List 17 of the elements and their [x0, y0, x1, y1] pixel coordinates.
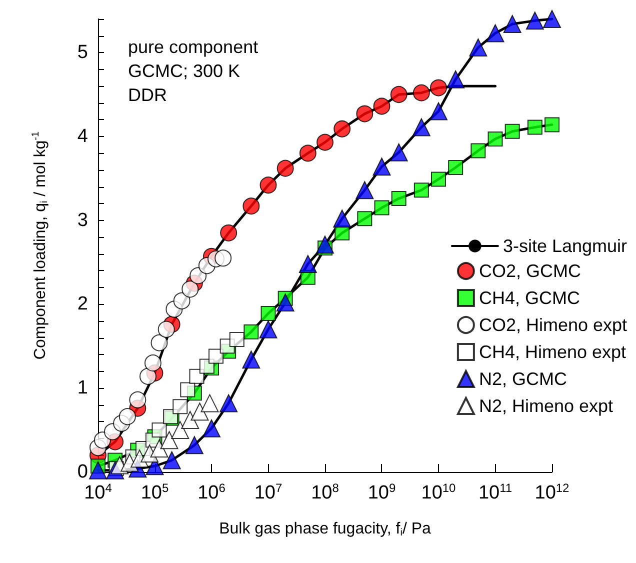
y-tick-label: 4 — [77, 126, 88, 147]
y-tick-label: 3 — [77, 210, 88, 231]
y-tick-label: 5 — [77, 42, 88, 64]
legend-label: CH4, GCMC — [478, 288, 580, 308]
legend-label: N2, Himeno expt — [478, 396, 613, 416]
y-tick-label: 0 — [77, 462, 88, 482]
y-axis-title: Component loading, qi / mol kg-1 — [30, 131, 50, 360]
legend-label: CH4, Himeno expt — [478, 342, 626, 362]
legend-label: 3-site Langmuir — [502, 236, 628, 256]
legend-label: N2, GCMC — [478, 369, 567, 389]
y-tick-label: 1 — [77, 378, 88, 399]
annotation: GCMC; 300 K — [128, 61, 240, 81]
y-tick-label: 2 — [77, 294, 88, 315]
legend-label: CO2, GCMC — [478, 261, 581, 281]
annotation: pure component — [128, 37, 258, 57]
legend-label: CO2, Himeno expt — [478, 315, 627, 335]
annotation: DDR — [128, 85, 167, 105]
